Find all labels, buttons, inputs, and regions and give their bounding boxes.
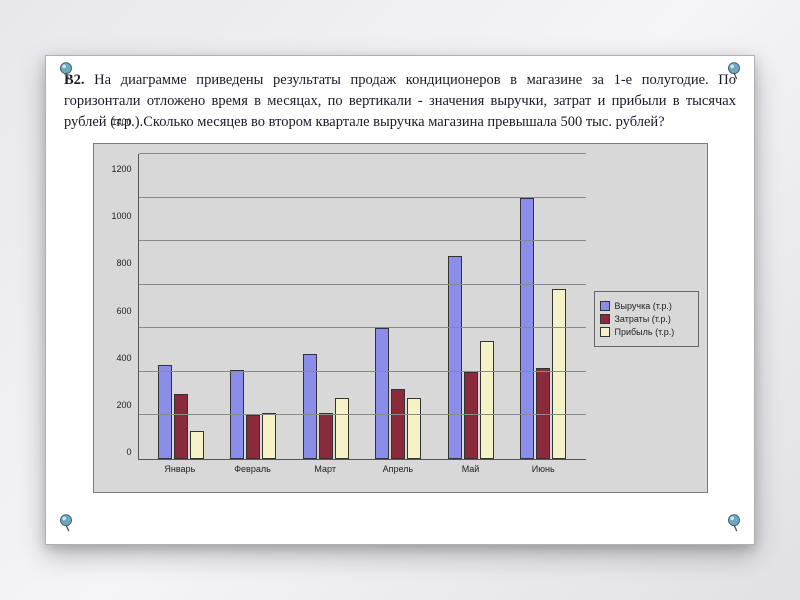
legend-swatch	[600, 327, 610, 337]
legend-item: Затраты (т.р.)	[600, 314, 693, 324]
pushpin-icon	[55, 511, 77, 533]
bar	[552, 289, 566, 459]
paper-sheet: В2. На диаграмме приведены результаты пр…	[45, 55, 755, 545]
gridline	[139, 327, 586, 328]
bar-group	[507, 154, 580, 459]
problem-text: В2. На диаграмме приведены результаты пр…	[64, 70, 736, 133]
bar-group	[217, 154, 290, 459]
x-tick-label: Июнь	[507, 460, 580, 484]
bar	[391, 389, 405, 459]
legend-label: Затраты (т.р.)	[615, 314, 671, 324]
gridline	[139, 284, 586, 285]
plot-wrap: ЯнварьФевральМартАпрельМайИюнь	[138, 154, 586, 484]
bar-group	[362, 154, 435, 459]
pushpin-icon	[723, 511, 745, 533]
y-tick-label: 1200	[111, 164, 131, 174]
x-tick-label: Январь	[144, 460, 217, 484]
pushpin-icon	[55, 59, 77, 81]
bar	[335, 398, 349, 459]
bar	[174, 394, 188, 459]
legend-item: Прибыль (т.р.)	[600, 327, 693, 337]
bar	[262, 413, 276, 459]
y-tick-label: 1400	[111, 117, 131, 127]
problem-body: На диаграмме приведены результаты продаж…	[64, 72, 736, 130]
bar	[158, 365, 172, 459]
x-tick-label: Май	[434, 460, 507, 484]
pushpin-icon	[723, 59, 745, 81]
paper-wrap: В2. На диаграмме приведены результаты пр…	[45, 55, 755, 545]
gridline	[139, 414, 586, 415]
legend-label: Прибыль (т.р.)	[615, 327, 675, 337]
y-axis: 0200400600800100012001400	[102, 154, 138, 484]
gridline	[139, 371, 586, 372]
x-tick-label: Апрель	[362, 460, 435, 484]
x-tick-label: Февраль	[216, 460, 289, 484]
gridline	[139, 197, 586, 198]
legend-item: Выручка (т.р.)	[600, 301, 693, 311]
y-tick-label: 600	[116, 306, 131, 316]
y-tick-label: 0	[126, 447, 131, 457]
y-tick-label: 200	[116, 400, 131, 410]
bar-group	[290, 154, 363, 459]
y-tick-label: 800	[116, 258, 131, 268]
legend-label: Выручка (т.р.)	[615, 301, 672, 311]
legend: Выручка (т.р.) Затраты (т.р.) Прибыль (т.р…	[594, 291, 699, 347]
bar	[407, 398, 421, 459]
bar-group	[435, 154, 508, 459]
y-tick-label: 1000	[111, 211, 131, 221]
plot-area	[138, 154, 586, 460]
bar	[375, 328, 389, 459]
bar-group	[145, 154, 218, 459]
bar	[536, 368, 550, 460]
legend-swatch	[600, 301, 610, 311]
y-tick-label: 400	[116, 353, 131, 363]
x-axis: ЯнварьФевральМартАпрельМайИюнь	[138, 460, 586, 484]
bars-layer	[139, 154, 586, 459]
bar	[480, 341, 494, 459]
gridline	[139, 240, 586, 241]
bar	[190, 431, 204, 459]
chart-container: 0200400600800100012001400 ЯнварьФевральМ…	[93, 143, 708, 493]
x-tick-label: Март	[289, 460, 362, 484]
legend-swatch	[600, 314, 610, 324]
bar	[246, 415, 260, 459]
bar	[319, 413, 333, 459]
gridline	[139, 153, 586, 154]
bar	[448, 256, 462, 459]
chart-content: 0200400600800100012001400 ЯнварьФевральМ…	[102, 154, 586, 484]
